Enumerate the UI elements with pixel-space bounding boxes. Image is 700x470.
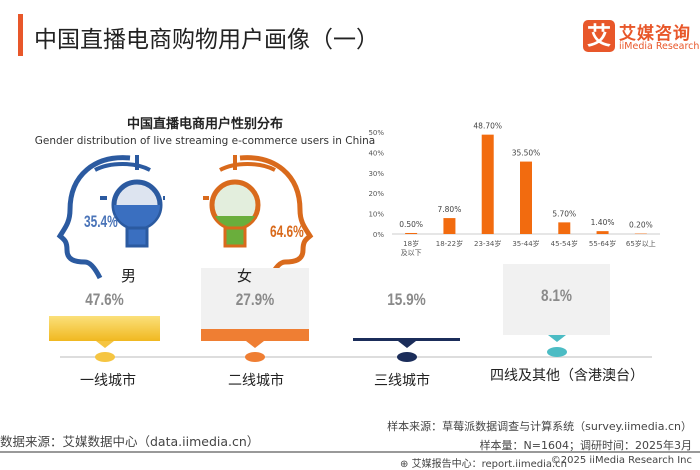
data-label: 35.50%: [512, 149, 541, 158]
data-label: 0.50%: [399, 220, 423, 229]
city-bar: [201, 329, 309, 341]
page-title: 中国直播电商购物用户画像（一）: [34, 27, 379, 53]
copyright: ©2025 iiMedia Research Inc: [550, 455, 692, 466]
y-tick-label: 40%: [368, 149, 384, 157]
y-tick-label: 50%: [368, 129, 384, 137]
x-tick-label: 55-64岁: [589, 239, 616, 248]
city-percent: 8.1%: [541, 286, 572, 305]
title-accent-bar: [18, 14, 23, 56]
data-label: 0.20%: [629, 221, 653, 230]
female-percent: 64.6%: [270, 222, 304, 241]
city-card-bg: [503, 264, 610, 335]
gender-chart-title: 中国直播电商用户性别分布: [126, 117, 283, 132]
iimedia-logo: 艾 艾媒咨询 iiMedia Research: [583, 20, 699, 54]
data-label: 48.70%: [473, 122, 502, 131]
y-tick-label: 20%: [368, 190, 384, 198]
gender-chart-subtitle: Gender distribution of live streaming e-…: [34, 135, 376, 147]
data-label: 5.70%: [552, 209, 576, 218]
city-label: 四线及其他（含港澳台）: [490, 368, 644, 384]
report-center-text: 艾媒报告中心：report.iimedia.cn: [411, 459, 568, 470]
bar: [405, 232, 418, 234]
city-dot: [245, 352, 265, 362]
timeline-axis: [60, 356, 652, 358]
bar: [481, 134, 494, 234]
logo-mark: 艾: [583, 20, 615, 52]
city-pointer: [547, 335, 566, 342]
city-pointer: [397, 341, 416, 348]
city-bar: [353, 338, 460, 341]
bar: [596, 231, 609, 234]
x-tick-label: 18-22岁: [436, 239, 463, 248]
bar: [520, 161, 532, 234]
x-tick-label: 45-54岁: [551, 239, 578, 248]
city-label: 三线城市: [374, 373, 430, 389]
female-label: 女: [237, 267, 253, 285]
data-label: 1.40%: [591, 218, 615, 227]
x-tick-label: 65岁以上: [626, 239, 656, 248]
x-tick-label: 及以下: [401, 249, 422, 257]
sample-source: 样本来源：草莓派数据调查与计算系统（survey.iimedia.cn）: [387, 420, 692, 433]
footer-divider: [0, 451, 700, 453]
city-percent: 47.6%: [85, 290, 124, 309]
x-tick-label: 23-34岁: [474, 239, 501, 248]
city-dot: [396, 352, 417, 362]
city-card-bg: [201, 268, 309, 330]
city-pointer: [246, 341, 264, 348]
city-percent: 27.9%: [235, 290, 275, 309]
data-label: 7.80%: [438, 205, 462, 214]
y-tick-label: 30%: [368, 170, 384, 178]
sample-size: 样本量：N=1604；调研时间：2025年3月: [479, 439, 692, 452]
x-tick-label: 35-44岁: [512, 239, 539, 248]
city-dot: [94, 352, 115, 362]
city-label: 一线城市: [80, 373, 136, 389]
male-label: 男: [121, 267, 137, 285]
logo-cn: 艾媒咨询: [619, 24, 691, 44]
logo-en: iiMedia Research: [619, 41, 700, 52]
y-tick-label: 10%: [368, 211, 384, 219]
city-dot: [546, 347, 567, 357]
city-label: 二线城市: [228, 373, 284, 389]
bar: [443, 218, 456, 234]
data-source: 数据来源：艾媒数据中心（data.iimedia.cn）: [0, 434, 260, 449]
globe-icon: ⊕: [400, 459, 409, 470]
male-percent: 35.4%: [84, 212, 118, 231]
male-head-bulb-icon: [56, 155, 165, 280]
report-center: ⊕ 艾媒报告中心：report.iimedia.cn: [400, 455, 567, 470]
female-head-bulb-icon: [203, 155, 314, 280]
bar: [558, 222, 571, 234]
city-pointer: [95, 341, 114, 348]
x-tick-label: 18岁: [403, 239, 419, 248]
city-percent: 15.9%: [387, 290, 426, 309]
city-bar: [49, 316, 160, 341]
y-tick-label: 0%: [373, 231, 384, 239]
